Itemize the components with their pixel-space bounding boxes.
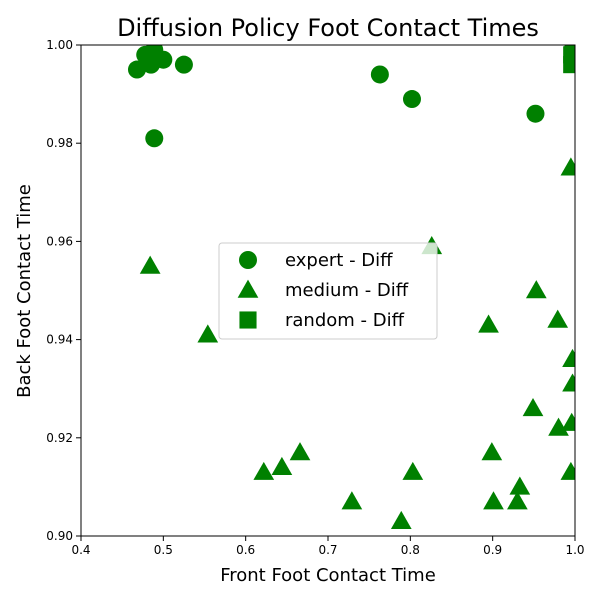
triangle-series-point-0 (139, 255, 161, 274)
triangle-series-point-9 (478, 314, 499, 333)
triangle-series-point-15 (525, 280, 547, 299)
legend-marker-triangle (237, 279, 259, 298)
circle-series-point-4 (154, 50, 173, 69)
x-tick-label-2: 0.6 (236, 543, 255, 557)
plot-area: 0.4 0.5 0.6 0.7 0.8 0.9 1.0 0.90 0.92 0.94 0.96 0.9… (46, 38, 584, 557)
y-tick-label-2: 0.94 (46, 333, 73, 347)
triangle-series-point-3 (271, 456, 293, 476)
legend-label-triangle: medium - Diff (285, 280, 409, 301)
triangle-series-point-17 (548, 417, 569, 436)
triangle-series-point-22 (560, 461, 575, 480)
circle-series-point-5 (174, 55, 193, 74)
x-tick-label-1: 0.5 (154, 543, 173, 557)
square-series-point-0 (563, 46, 575, 64)
legend-label-square: random - Diff (285, 310, 405, 331)
triangle-series-point-10 (481, 442, 503, 461)
triangle-series-point-14 (522, 397, 544, 417)
triangle-series-point-13 (509, 476, 531, 495)
triangle-series-point-2 (253, 461, 275, 480)
y-tick-label-5: 1.00 (46, 38, 73, 52)
square-series-point-1 (563, 56, 575, 74)
x-tick-label-6: 1.0 (565, 543, 584, 557)
x-tick-label-3: 0.7 (318, 543, 337, 557)
legend-marker-square (239, 311, 257, 329)
triangle-series-point-11 (483, 491, 504, 510)
circle-series-point-8 (402, 90, 421, 109)
y-tick-label-3: 0.96 (46, 234, 73, 248)
legend-label-circle: expert - Diff (285, 250, 393, 271)
x-tick-label-0: 0.4 (71, 543, 90, 557)
x-tick-label-4: 0.8 (401, 543, 420, 557)
y-tick-label-4: 0.98 (46, 136, 73, 150)
triangle-series-point-5 (341, 491, 363, 510)
y-tick-label-0: 0.90 (46, 529, 73, 543)
chart-title: Diffusion Policy Foot Contact Times (117, 14, 539, 42)
circle-series-point-9 (526, 104, 545, 123)
triangle-series-point-1 (197, 324, 219, 343)
triangle-series-point-16 (547, 309, 569, 328)
circle-series-point-7 (370, 65, 389, 84)
legend: expert - Diff medium - Diff random - Diff (218, 242, 438, 340)
triangle-series-point-6 (390, 510, 412, 530)
triangle-series-point-21 (561, 412, 575, 431)
legend-box (218, 242, 438, 340)
triangle-series-point-19 (562, 348, 575, 368)
legend-marker-circle (239, 251, 257, 269)
triangle-series-point-20 (562, 373, 575, 392)
x-tick-label-5: 0.9 (483, 543, 502, 557)
y-tick-label-1: 0.92 (46, 431, 73, 445)
triangle-series-point-4 (289, 442, 311, 461)
triangle-series-point-12 (507, 491, 528, 510)
triangle-series-point-18 (560, 157, 575, 176)
data-points (127, 45, 575, 530)
y-axis-label: Back Foot Contact Time (14, 184, 35, 398)
x-axis-label: Front Foot Contact Time (220, 565, 436, 586)
triangle-series-point-7 (402, 461, 424, 480)
circle-series-point-6 (145, 129, 164, 148)
circle-series-point-0 (127, 60, 146, 79)
